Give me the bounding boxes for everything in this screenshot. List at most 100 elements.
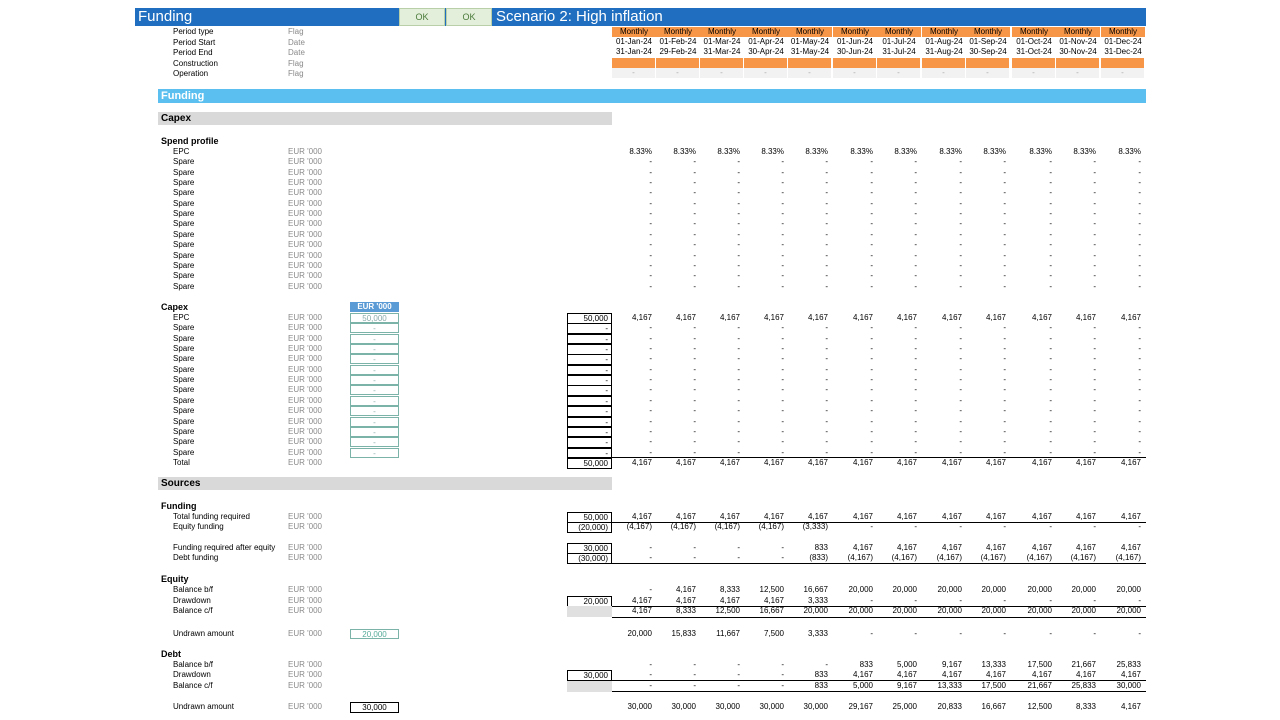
spend-row-value: - [693, 281, 696, 291]
funding-total-required-total: 50,000 [567, 512, 612, 523]
spend-row-value: - [649, 229, 652, 239]
spend-row-value: - [781, 260, 784, 270]
spend-row-value: - [693, 188, 696, 198]
capex-input-cell[interactable]: - [350, 323, 399, 334]
capex-row-value: 4,167 [1120, 313, 1141, 322]
period-start-cell: 01-Nov-24 [1059, 37, 1097, 46]
equity-cf-empty-cell [567, 606, 612, 617]
operation-flag-cell: - [744, 68, 788, 78]
debt-cf-value: - [737, 681, 740, 690]
debt-undrawn-value: 30,000 [671, 702, 696, 711]
capex-input-cell[interactable]: - [350, 354, 399, 365]
capex-row-value: - [1049, 354, 1052, 364]
capex-total-cell: - [567, 406, 612, 417]
funding-after-equity-value: 4,167 [1031, 543, 1052, 552]
spend-row-value: - [914, 188, 917, 198]
construction-flag-cell [1056, 58, 1100, 68]
capex-row-value: - [959, 416, 962, 426]
debt-cf-value: 13,333 [937, 681, 962, 690]
capex-input-cell[interactable]: - [350, 385, 399, 396]
spend-row-value: - [737, 229, 740, 239]
capex-input-cell[interactable]: - [350, 406, 399, 417]
construction-flag-cell [612, 58, 656, 68]
spend-row-value: 8.33% [939, 147, 962, 156]
equity-undrawn-value: - [1049, 629, 1052, 638]
funding-equity-funding-value: - [1049, 522, 1052, 531]
funding-debt-funding-value: (4,167) [1026, 553, 1052, 562]
equity-undrawn-value: 15,833 [671, 629, 696, 638]
capex-input-cell[interactable]: - [350, 364, 399, 375]
equity-bf-value: 20,000 [1027, 585, 1052, 594]
period-end-cell: 31-Dec-24 [1104, 47, 1142, 56]
funding-debt-funding-value: (4,167) [891, 553, 917, 562]
capex-row-unit: EUR '000 [288, 406, 322, 416]
capex-input-cell[interactable]: - [350, 426, 399, 437]
spend-row-value: - [1093, 188, 1096, 198]
debt-bf-value: 5,000 [896, 660, 917, 669]
spend-row-value: - [737, 157, 740, 167]
spend-row-value: - [825, 260, 828, 270]
equity-undrawn-input[interactable]: 20,000 [350, 629, 399, 639]
capex-input-cell[interactable]: - [350, 375, 399, 386]
spend-row-value: - [649, 260, 652, 270]
period-start-cell: 01-Sep-24 [969, 37, 1007, 46]
capex-row-value: - [693, 344, 696, 354]
spend-row-value: - [693, 219, 696, 229]
equity-drawdown-value: 4,167 [763, 596, 784, 605]
spend-row-value: - [649, 209, 652, 219]
debt-bf-value: - [693, 660, 696, 669]
capex-row-value: - [959, 447, 962, 457]
ok-check-1: OK [399, 8, 445, 26]
debt-drawdown-value: - [649, 670, 652, 679]
capex-input-cell[interactable]: - [350, 395, 399, 406]
debt-undrawn-input[interactable]: 30,000 [350, 702, 399, 713]
spend-row-unit: EUR '000 [288, 178, 322, 188]
capex-input-cell[interactable]: 50,000 [350, 313, 399, 323]
capex-input-cell[interactable]: - [350, 333, 399, 344]
spend-row-value: - [870, 271, 873, 281]
capex-row-value: - [914, 426, 917, 436]
spend-row-value: - [1049, 198, 1052, 208]
capex-input-cell[interactable]: - [350, 437, 399, 448]
equity-drawdown-value: - [1093, 596, 1096, 605]
equity-bf-value: 8,333 [719, 585, 740, 594]
capex-row-value: - [737, 395, 740, 405]
capex-row-value: - [737, 447, 740, 457]
spend-profile-heading: Spend profile [161, 136, 219, 146]
capex-total-cell: - [567, 364, 612, 376]
equity-drawdown-value: 4,167 [719, 596, 740, 605]
capex-row-value: - [693, 395, 696, 405]
capex-total-value: 4,167 [807, 458, 828, 467]
capex-input-cell[interactable]: - [350, 416, 399, 427]
spend-row-value: - [649, 240, 652, 250]
spend-row-value: - [959, 250, 962, 260]
capex-row-value: - [649, 395, 652, 405]
funding-debt-funding-value: (4,167) [1115, 553, 1141, 562]
funding-debt-funding-value: - [781, 553, 784, 562]
equity-bf-value: 20,000 [848, 585, 873, 594]
debt-undrawn-label: Undrawn amount [173, 702, 234, 711]
equity-cf-value: 20,000 [892, 606, 917, 615]
capex-row-value: - [1003, 385, 1006, 395]
spend-row-value: - [870, 250, 873, 260]
equity-drawdown-value: - [914, 596, 917, 605]
period-type-cell: Monthly [1056, 27, 1100, 37]
spend-row-value: - [914, 209, 917, 219]
capex-input-header: EUR '000 [350, 302, 399, 312]
capex-row-value: - [959, 354, 962, 364]
debt-drawdown-value: 4,167 [852, 670, 873, 679]
timeline-row-unit: Date [288, 48, 305, 57]
debt-undrawn-value: 30,000 [759, 702, 784, 711]
capex-input-cell[interactable]: - [350, 447, 399, 458]
capex-row-value: - [1003, 375, 1006, 385]
capex-input-cell[interactable]: - [350, 344, 399, 355]
capex-row-value: - [1049, 395, 1052, 405]
capex-row-value: - [1049, 406, 1052, 416]
spend-row-value: - [959, 219, 962, 229]
spend-row-value: - [1003, 209, 1006, 219]
timeline-row-label: Operation [173, 69, 209, 78]
capex-row-label: Spare [173, 406, 195, 416]
capex-row-value: - [870, 416, 873, 426]
capex-row-value: 4,167 [1031, 313, 1052, 322]
capex-row-value: - [1138, 395, 1141, 405]
